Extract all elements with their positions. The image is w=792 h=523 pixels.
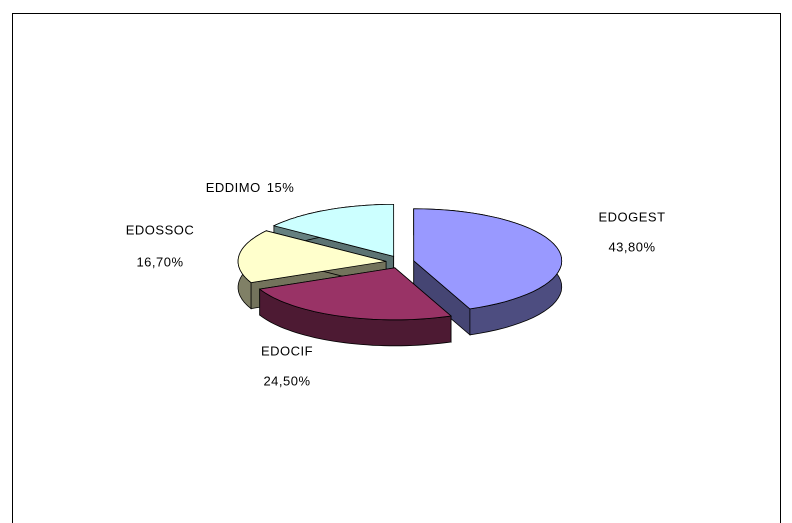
- category-label: EDOCIF: [261, 343, 313, 358]
- value-label: 15%: [267, 180, 295, 195]
- category-label: EDDIMO: [206, 180, 261, 195]
- slice: [272, 204, 395, 257]
- category-label: EDOSSOC: [126, 222, 195, 237]
- value-label: 16,70%: [136, 254, 183, 269]
- chart-frame: [12, 13, 781, 523]
- pie: [237, 204, 563, 347]
- slice: [258, 267, 452, 321]
- category-label: EDOGEST: [598, 209, 665, 224]
- slice-label: EDDIMO 15%: [206, 180, 295, 195]
- slice: [413, 208, 563, 310]
- value-label: 24,50%: [263, 373, 310, 388]
- slice: [237, 230, 387, 284]
- value-label: 43,80%: [608, 239, 655, 254]
- labels: EDOGEST 43,80% EDOCIF 24,50% EDOSSOC 16,70% ED…: [126, 180, 665, 388]
